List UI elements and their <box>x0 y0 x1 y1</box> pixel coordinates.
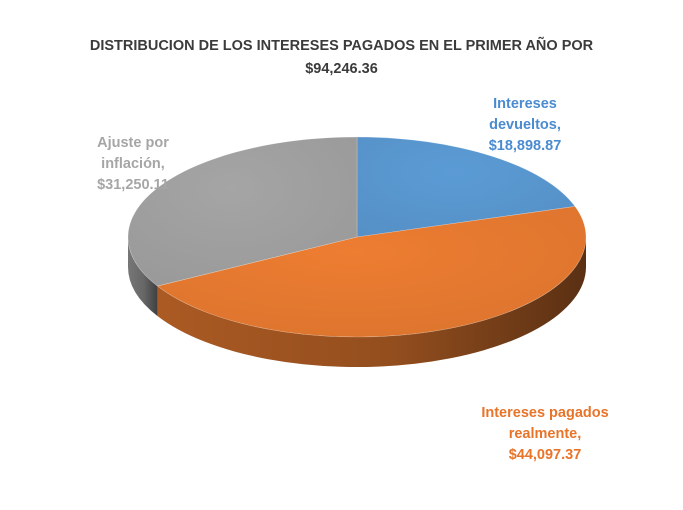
slice-label-value: $44,097.37 <box>508 447 582 463</box>
slice-label-line: realmente, <box>508 426 582 442</box>
chart-title-line-1: DISTRIBUCION DE LOS INTERESES PAGADOS EN… <box>89 38 594 54</box>
pie-slice-intereses-devueltos <box>356 136 576 238</box>
slice-label-line: Intereses pagados <box>481 405 609 421</box>
slice-label-value: $18,898.87 <box>488 138 562 154</box>
slice-label-intereses-pagados-realmente: Intereses pagados realmente, $44,097.37 <box>460 403 630 466</box>
pie-slice-intereses-pagados-realmente <box>156 206 587 338</box>
slice-label-line: Intereses <box>493 96 557 112</box>
pie-side-ajuste-por-inflaci-n <box>128 237 158 317</box>
slice-label-ajuste-por-inflacion: Ajuste por inflación, $31,250.11 <box>68 133 198 196</box>
slice-label-line: Ajuste por <box>97 135 169 151</box>
chart-title-line-2: $94,246.36 <box>305 61 378 77</box>
pie-side-intereses-pagados-realmente <box>157 237 586 367</box>
slice-label-line: inflación, <box>101 156 165 172</box>
slice-label-value: $31,250.11 <box>97 177 169 193</box>
pie-slice-ajuste-por-inflaci-n <box>127 136 358 287</box>
slice-label-line: devueltos, <box>489 117 561 133</box>
slice-label-intereses-devueltos: Intereses devueltos, $18,898.87 <box>455 94 595 157</box>
